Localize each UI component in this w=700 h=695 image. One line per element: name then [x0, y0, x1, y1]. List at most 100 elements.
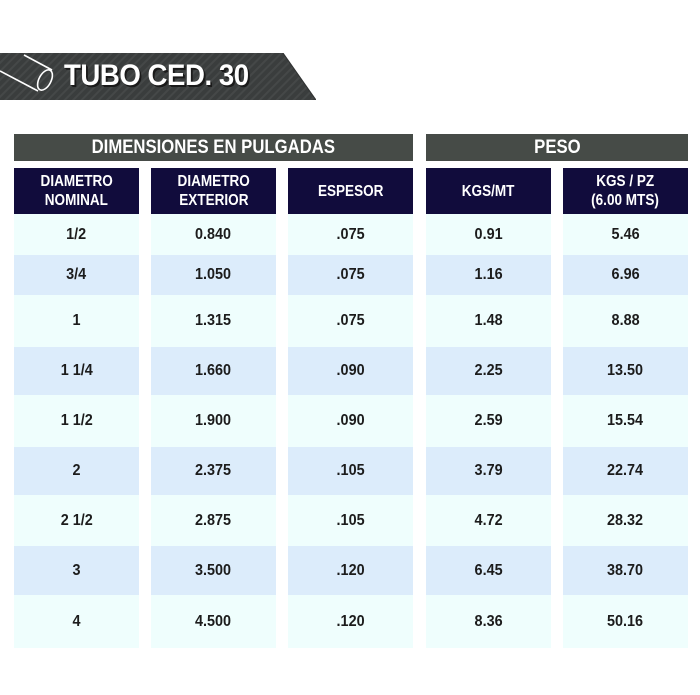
- cell-value: 2.375: [195, 462, 232, 479]
- cell-value: 6.96: [611, 266, 640, 283]
- table-cell: 1.900: [151, 395, 276, 447]
- cell-value: 50.16: [607, 612, 644, 630]
- table-cell: .105: [288, 447, 413, 495]
- group-header-dimensions: DIMENSIONES EN PULGADAS: [14, 134, 413, 161]
- column-header-kgs-per-meter: KGS/MT: [426, 168, 551, 214]
- table-cell: .090: [288, 347, 413, 395]
- column-header-line2: EXTERIOR: [178, 192, 249, 209]
- table-cell: 6.96: [563, 255, 688, 295]
- cell-value: 3/4: [66, 266, 87, 283]
- cell-value: 0.91: [474, 225, 503, 243]
- cell-value: 28.32: [607, 511, 644, 529]
- table-cell: 4.72: [426, 495, 551, 546]
- column-header-line2: NOMINAL: [44, 192, 109, 209]
- table-cell: 0.840: [151, 214, 276, 255]
- cell-value: .120: [336, 612, 365, 630]
- column-header-label: KGS / PZ (6.00 MTS): [589, 172, 663, 210]
- cell-value: .105: [336, 511, 365, 529]
- cell-value: 4: [72, 612, 81, 630]
- table-cell: 1.48: [426, 295, 551, 347]
- cell-value: 22.74: [607, 462, 644, 479]
- cell-value: 1 1/4: [60, 362, 93, 379]
- column-header-label: DIAMETRO NOMINAL: [37, 172, 116, 210]
- cell-value: 6.45: [474, 561, 503, 579]
- table-cell: 1: [14, 295, 139, 347]
- column-header-line1: DIAMETRO: [40, 173, 113, 190]
- table-cell: 2 1/2: [14, 495, 139, 546]
- table-cell: 2.25: [426, 347, 551, 395]
- column-kgs-per-meter: KGS/MT 0.91 1.16 1.48 2.25 2.59 3.79 4.72 6.45 8.…: [426, 168, 551, 648]
- cell-value: 2 1/2: [60, 511, 93, 529]
- cell-value: 1.660: [195, 362, 232, 379]
- cell-value: 3: [72, 561, 81, 579]
- column-header-line1: ESPESOR: [317, 182, 384, 200]
- table-cell: 0.91: [426, 214, 551, 255]
- table-cell: 1/2: [14, 214, 139, 255]
- cell-value: 13.50: [607, 362, 644, 379]
- cell-value: .120: [336, 561, 365, 579]
- group-header-weight-label: PESO: [533, 137, 581, 158]
- table-cell: .120: [288, 595, 413, 648]
- cell-value: .090: [336, 412, 365, 429]
- cell-value: 2.59: [474, 412, 503, 429]
- cell-value: 3.79: [474, 462, 503, 479]
- table-cell: .075: [288, 214, 413, 255]
- table-cell: 2.59: [426, 395, 551, 447]
- cell-value: 2.25: [474, 362, 503, 379]
- cell-value: 8.36: [474, 612, 503, 630]
- table-cell: 3/4: [14, 255, 139, 295]
- pipe-icon: [0, 54, 54, 92]
- table-cell: .105: [288, 495, 413, 546]
- table-cell: 1 1/4: [14, 347, 139, 395]
- group-header-dimensions-label: DIMENSIONES EN PULGADAS: [91, 137, 336, 158]
- table-cell: 4.500: [151, 595, 276, 648]
- table-cell: .120: [288, 546, 413, 595]
- table-cell: 1.16: [426, 255, 551, 295]
- table-cell: .075: [288, 255, 413, 295]
- table-cell: 4: [14, 595, 139, 648]
- cell-value: .105: [336, 462, 365, 479]
- column-kgs-per-piece: KGS / PZ (6.00 MTS) 5.46 6.96 8.88 13.50 15.54…: [563, 168, 688, 648]
- cell-value: 8.88: [611, 312, 640, 329]
- cell-value: 1.050: [195, 266, 232, 283]
- column-header-kgs-per-piece: KGS / PZ (6.00 MTS): [563, 168, 688, 214]
- column-header-line2: (6.00 MTS): [591, 192, 660, 209]
- column-header-outer-diameter: DIAMETRO EXTERIOR: [151, 168, 276, 214]
- table-cell: 13.50: [563, 347, 688, 395]
- column-header-thickness: ESPESOR: [288, 168, 413, 214]
- table-cell: 28.32: [563, 495, 688, 546]
- column-outer-diameter: DIAMETRO EXTERIOR 0.840 1.050 1.315 1.660 1.90…: [151, 168, 276, 648]
- cell-value: 1.900: [195, 412, 232, 429]
- table-cell: 1.050: [151, 255, 276, 295]
- table-cell: 8.36: [426, 595, 551, 648]
- table-cell: 1.660: [151, 347, 276, 395]
- table-cell: 22.74: [563, 447, 688, 495]
- table-cell: 1.315: [151, 295, 276, 347]
- table-cell: 3: [14, 546, 139, 595]
- column-thickness: ESPESOR .075 .075 .075 .090 .090 .105 .105 .120.…: [288, 168, 413, 648]
- table-cell: 2: [14, 447, 139, 495]
- table-cell: 2.875: [151, 495, 276, 546]
- table-cell: 15.54: [563, 395, 688, 447]
- table-cell: 5.46: [563, 214, 688, 255]
- cell-value: 3.500: [195, 561, 232, 579]
- table-cell: 3.500: [151, 546, 276, 595]
- cell-value: 2.875: [195, 511, 232, 529]
- column-header-label: KGS/MT: [460, 182, 517, 201]
- table-cell: .075: [288, 295, 413, 347]
- cell-value: 1/2: [66, 225, 87, 243]
- cell-value: 4.500: [195, 612, 232, 630]
- cell-value: 5.46: [611, 225, 640, 243]
- banner-background: [0, 53, 316, 100]
- table-cell: .090: [288, 395, 413, 447]
- cell-value: 1 1/2: [60, 412, 93, 429]
- table-cell: 8.88: [563, 295, 688, 347]
- column-nominal-diameter: DIAMETRO NOMINAL 1/2 3/4 1 1 1/4 1 1/2 2 2 1/2 3 4: [14, 168, 139, 648]
- cell-value: 38.70: [607, 561, 644, 579]
- table-cell: 2.375: [151, 447, 276, 495]
- cell-value: 4.72: [474, 511, 503, 529]
- cell-value: .075: [336, 225, 365, 243]
- table-cell: 38.70: [563, 546, 688, 595]
- cell-value: 2: [72, 462, 81, 479]
- cell-value: .075: [336, 266, 365, 283]
